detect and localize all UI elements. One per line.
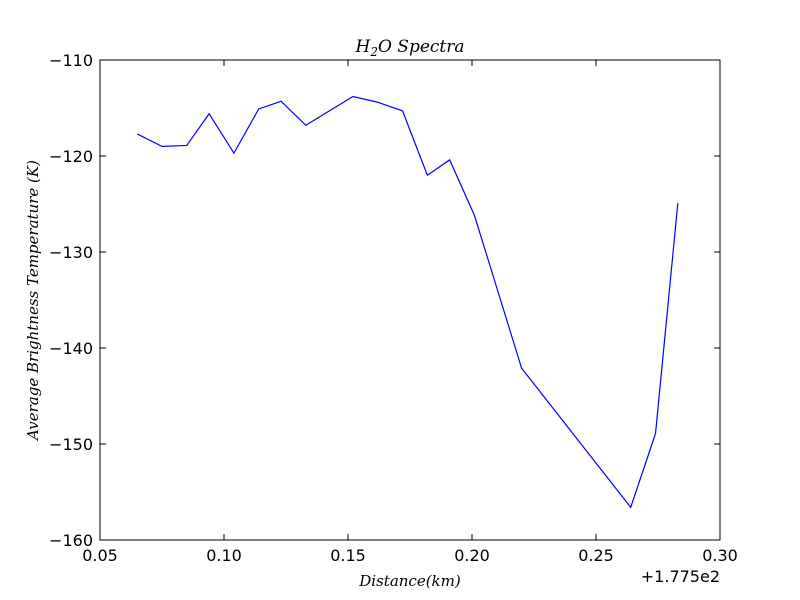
x-tick-label: 0.05 [82, 546, 118, 565]
x-axis-label: Distance(km) [358, 572, 461, 590]
plot-frame [99, 59, 721, 541]
y-tick-label: −140 [49, 339, 93, 358]
y-tick-label: −150 [49, 435, 93, 454]
chart-title: H2O Spectra [354, 37, 464, 59]
ticks-layer: 0.05 0.10 0.15 0.20 0.25 0.30 −160 −150 −140 −130… [49, 51, 738, 565]
y-tick-label: −120 [49, 147, 93, 166]
series-line [136, 95, 679, 509]
y-tick-label: −110 [49, 51, 93, 70]
x-tick-label: 0.10 [206, 546, 242, 565]
y-tick-label: −130 [49, 243, 93, 262]
x-tick-label: 0.15 [330, 546, 366, 565]
y-axis-label: Average Brightness Temperature (K) [24, 160, 42, 442]
x-axis-offset-label: +1.775e2 [641, 567, 720, 586]
x-tick-label: 0.25 [578, 546, 614, 565]
chart-title-rest: O Spectra [378, 37, 465, 57]
chart-title-main: H [354, 37, 371, 57]
plot-background [100, 60, 720, 540]
x-tick-label: 0.20 [454, 546, 490, 565]
series-layer [136, 95, 679, 509]
x-tick-label: 0.30 [702, 546, 738, 565]
y-tick-label: −160 [49, 531, 93, 550]
chart-title-subscript: 2 [369, 45, 378, 59]
